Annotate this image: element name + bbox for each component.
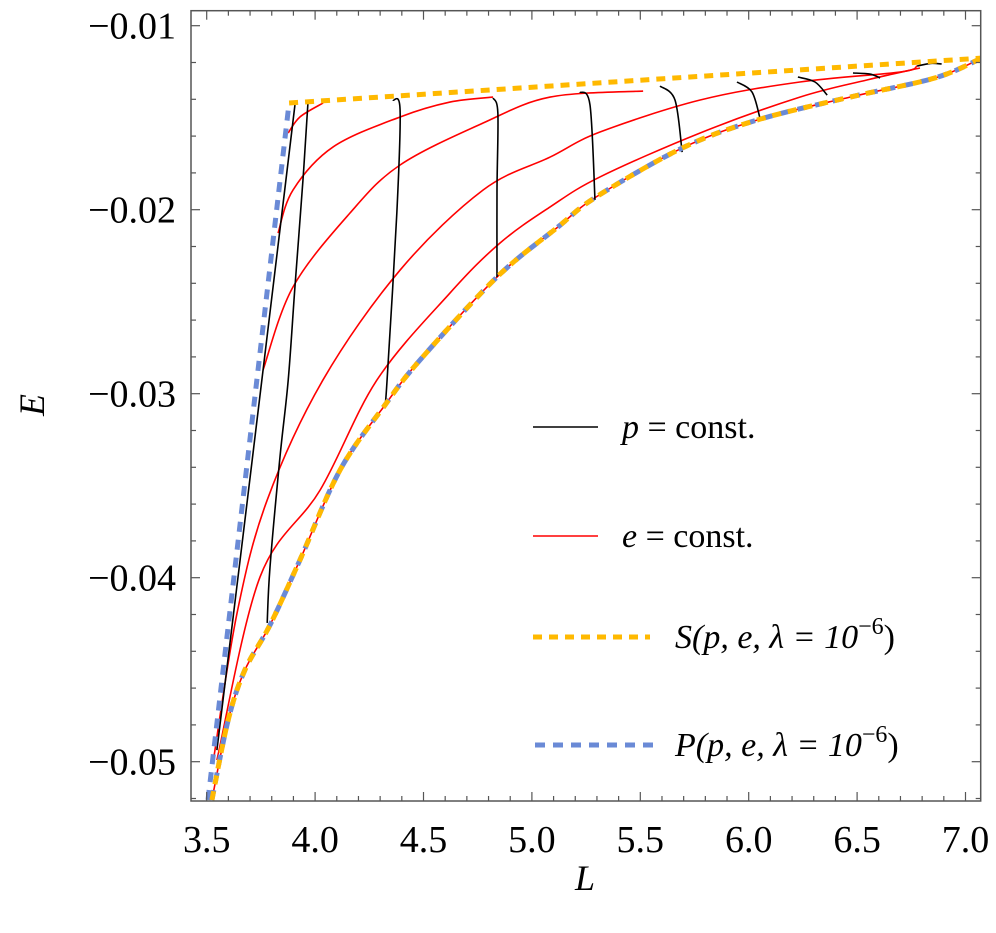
x-tick-label: 3.5 — [183, 819, 231, 861]
separatrix-S-curve — [209, 55, 981, 801]
y-tick-label: −0.05 — [88, 742, 176, 784]
x-tick-label: 6.5 — [833, 819, 881, 861]
x-tick-label: 4.5 — [400, 819, 448, 861]
e-const-curve — [262, 90, 644, 371]
tick-labels: 3.5 4.0 4.5 5.0 5.5 6.0 6.5 7.0 −0.01 −0.02 −0.03 −… — [88, 6, 989, 861]
legend-item-S: S(p, e, λ = 10−6) — [533, 614, 895, 656]
legend-label: p = const. — [620, 409, 755, 446]
y-tick-label: −0.03 — [88, 374, 176, 416]
e-const-curve — [211, 57, 981, 801]
legend-item-p-const: p = const. — [533, 409, 755, 446]
y-tick-label: −0.04 — [88, 558, 176, 600]
y-tick-label: −0.02 — [88, 190, 176, 232]
axis-ticks — [191, 10, 981, 801]
P-curve — [205, 102, 292, 801]
x-tick-label: 7.0 — [942, 819, 990, 861]
separatrix-S-curve — [288, 55, 981, 106]
legend-rest: = const. — [637, 518, 753, 555]
legend-close: ) — [884, 619, 895, 656]
e-const-curve — [216, 67, 921, 761]
plot-area — [205, 55, 981, 801]
x-tick-label: 5.0 — [508, 819, 556, 861]
legend-label: S(p, e, λ = 10−6) — [675, 614, 895, 656]
legend-var: p — [620, 409, 639, 446]
p-const-curve — [216, 104, 296, 751]
e-const-curve — [277, 96, 494, 234]
legend-label: e = const. — [622, 518, 754, 555]
legend-label: P(p, e, λ = 10−6) — [674, 722, 899, 764]
legend-item-e-const: e = const. — [533, 518, 754, 555]
legend-exponent: −6 — [858, 614, 884, 640]
x-tick-label: 5.5 — [617, 819, 665, 861]
legend-args: (p, e, λ = 10 — [692, 619, 858, 656]
x-tick-label: 4.0 — [291, 819, 339, 861]
p-const-curve — [797, 76, 828, 96]
y-axis-label: E — [12, 394, 52, 417]
p-const-curve — [579, 91, 596, 200]
legend-func: P — [674, 727, 696, 764]
P-curve — [209, 55, 981, 801]
p-const-curve — [492, 97, 499, 278]
legend-item-P: P(p, e, λ = 10−6) — [535, 722, 899, 764]
legend-close: ) — [887, 727, 898, 764]
plot-frame — [190, 9, 982, 802]
legend: p = const.e = const.S(p, e, λ = 10−6)P(p… — [533, 409, 899, 764]
legend-args: (p, e, λ = 10 — [696, 727, 862, 764]
p-const-curve — [852, 72, 881, 79]
p-const-curve — [266, 102, 309, 624]
e-const-curve — [212, 65, 918, 764]
x-tick-label: 6.0 — [725, 819, 773, 861]
legend-func: S — [675, 619, 692, 656]
p-const-curve — [736, 81, 761, 119]
legend-rest: = const. — [639, 409, 755, 446]
p-const-curve — [659, 85, 683, 153]
e-const-curve — [287, 102, 324, 134]
legend-exponent: −6 — [862, 722, 888, 748]
legend-var: e — [622, 518, 637, 555]
p-const-curve — [384, 97, 402, 406]
y-tick-label: −0.01 — [88, 6, 176, 48]
x-axis-label: L — [574, 858, 595, 898]
